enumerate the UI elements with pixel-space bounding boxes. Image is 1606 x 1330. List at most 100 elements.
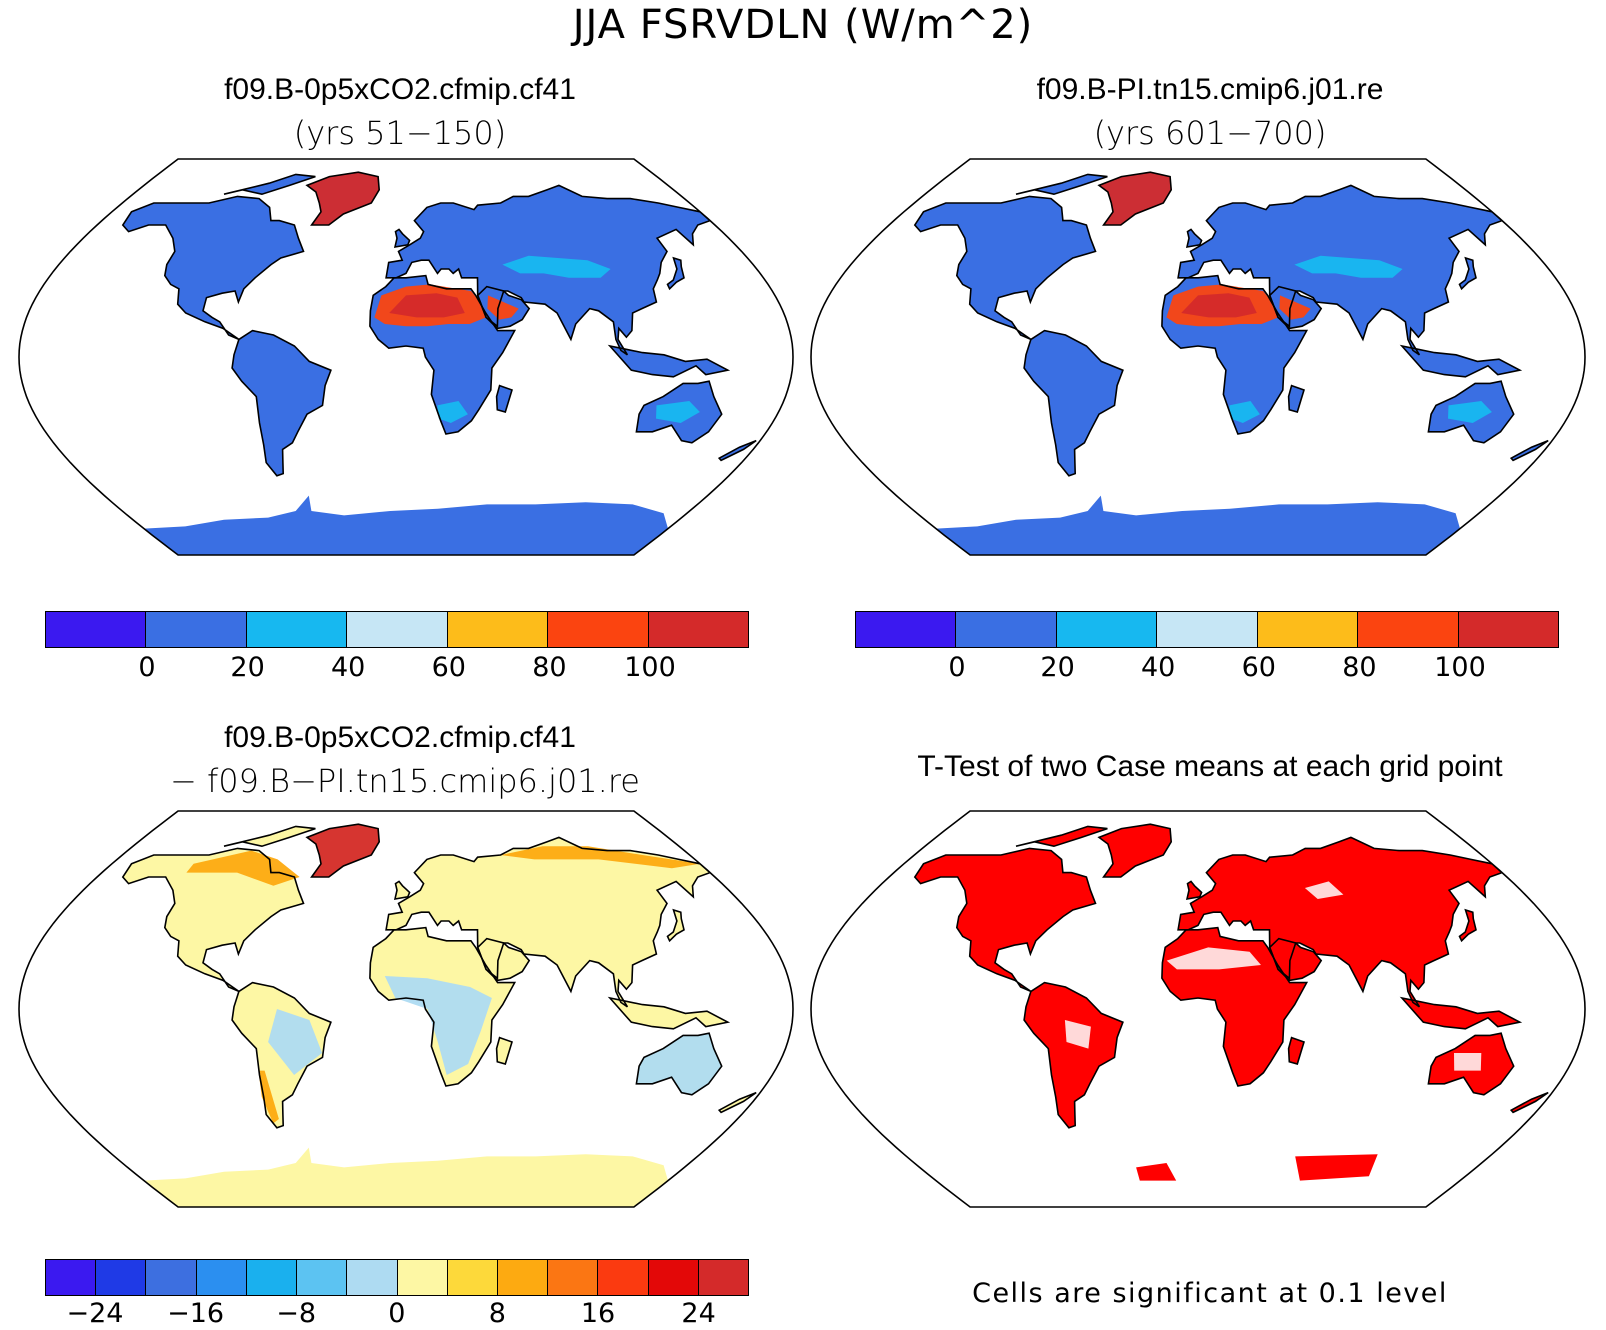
colorbar-tick-label: 100	[624, 652, 676, 683]
coastline-northAmerica	[913, 195, 1097, 341]
colorbar-tick-label: 60	[431, 652, 466, 683]
ttest-map	[810, 810, 1586, 1208]
arabian-hot	[1279, 295, 1311, 320]
case2-title: f09.B-PI.tn15.cmip6.j01.re	[1036, 73, 1384, 106]
colorbar-tick-label: 0	[138, 652, 156, 683]
coastline-newzealand	[1509, 439, 1549, 462]
land-eurasia	[386, 837, 711, 1007]
land-indonesia	[609, 998, 728, 1029]
coastline-madagascar	[495, 1036, 513, 1065]
colorbar-segment	[856, 612, 957, 647]
coastline-africa	[1161, 926, 1309, 1087]
map-layer	[811, 811, 1585, 1207]
colorbar-segment	[548, 1260, 599, 1295]
colorbar-segment	[196, 1260, 247, 1295]
kalahari-bright	[1229, 401, 1260, 423]
coastline-japan	[1458, 256, 1477, 291]
colorbar-segment	[397, 1260, 448, 1295]
colorbar-segment	[46, 1260, 97, 1295]
diff-subtitle: − f09.B−PI.tn15.cmip6.j01.re	[170, 762, 640, 800]
colorbar-segment	[1458, 612, 1558, 647]
coastline-arabia	[1268, 937, 1323, 982]
colorbar-segment	[146, 1260, 197, 1295]
land-newzealand	[1511, 1092, 1549, 1113]
land-northAmerica	[914, 196, 1096, 340]
colorbar-segment	[447, 1260, 498, 1295]
colorbar-segment	[447, 612, 549, 647]
diff-colorbar-ticks: −24 −16 −8 0 8 16 24	[0, 1298, 800, 1330]
antarctic-sig	[1295, 1154, 1378, 1181]
colorbar-tick-label: 80	[1342, 652, 1377, 683]
ttest-title: T-Test of two Case means at each grid po…	[917, 750, 1503, 783]
case1-colorbar-ticks: 0 20 40 60 80 100	[0, 652, 800, 688]
land-uk	[395, 229, 410, 247]
diff-colorbar	[45, 1259, 749, 1296]
coastline-madagascar	[1287, 384, 1305, 413]
coastline-australia	[1427, 380, 1515, 444]
colorbar-segment	[246, 612, 348, 647]
colorbar-tick-label: 0	[388, 1298, 406, 1329]
africa-cool	[384, 976, 492, 1075]
land-newzealand	[719, 1092, 757, 1113]
coastline-eurasia	[1177, 184, 1504, 356]
coastline-africa	[369, 274, 517, 435]
colorbar-tick-label: 0	[948, 652, 966, 683]
australia-cool	[636, 1033, 722, 1095]
map-border	[18, 810, 794, 1208]
colorbar-segment	[46, 612, 147, 647]
sahara-core	[389, 293, 465, 318]
land-indonesia	[1401, 346, 1520, 377]
land-arabia	[1269, 938, 1322, 981]
coastline-japan	[666, 256, 685, 291]
coastline-greenland	[305, 823, 381, 878]
coastline-newzealand	[717, 1091, 757, 1114]
land-uk	[395, 881, 410, 899]
land-indonesia	[1401, 998, 1520, 1029]
coastline-southAmerica	[231, 329, 332, 477]
coastline-eurasia	[1177, 836, 1504, 1008]
diff-title: f09.B-0p5xCO2.cfmip.cf41	[224, 721, 576, 754]
ttest-note: Cells are significant at 0.1 level	[972, 1278, 1448, 1309]
coastline-japan	[1458, 908, 1477, 943]
greenland-high	[1099, 172, 1172, 225]
coastline-northAmerica	[121, 195, 305, 341]
coastline-southAmerica	[231, 981, 332, 1129]
colorbar-segment	[648, 612, 748, 647]
coastline-eurasia	[385, 184, 712, 356]
colorbar-segment	[497, 1260, 549, 1295]
case1-colorbar	[45, 611, 749, 648]
colorbar-segment	[1358, 612, 1459, 647]
coastline-indonesia	[1399, 344, 1523, 378]
land-eurasia	[1178, 837, 1503, 1007]
colorbar-segment	[956, 612, 1057, 647]
colorbar-tick-label: 100	[1434, 652, 1486, 683]
case2-subtitle: (yrs 601−700)	[1093, 114, 1327, 152]
nonsig-patch	[1454, 1053, 1482, 1071]
map-border	[810, 158, 1586, 556]
greenland-hot	[307, 824, 380, 877]
colorbar-tick-label: 80	[532, 652, 567, 683]
colorbar-segment	[96, 1260, 147, 1295]
colorbar-tick-label: −8	[276, 1298, 317, 1329]
coastline-uk	[393, 228, 411, 248]
land-madagascar	[1288, 1037, 1304, 1064]
map-layer	[811, 159, 1585, 555]
coastline-arctic	[223, 173, 316, 196]
coastline-greenland	[1097, 823, 1173, 878]
map-border	[810, 810, 1586, 1208]
case2-map	[810, 158, 1586, 556]
land-madagascar	[1288, 385, 1304, 412]
colorbar-segment	[698, 1260, 749, 1295]
land-uk	[1187, 229, 1202, 247]
siberia-warm	[500, 846, 701, 869]
colorbar-tick-label: 16	[580, 1298, 616, 1329]
colorbar-segment	[146, 612, 247, 647]
coastline-australia	[1427, 1032, 1515, 1096]
map-border	[18, 158, 794, 556]
antarctic-sig	[1136, 1163, 1177, 1181]
coastline-arabia	[476, 285, 531, 330]
case1-title: f09.B-0p5xCO2.cfmip.cf41	[224, 73, 576, 106]
colorbar-tick-label: 40	[1141, 652, 1176, 683]
colorbar-segment	[648, 1260, 699, 1295]
colorbar-tick-label: 20	[1040, 652, 1075, 683]
